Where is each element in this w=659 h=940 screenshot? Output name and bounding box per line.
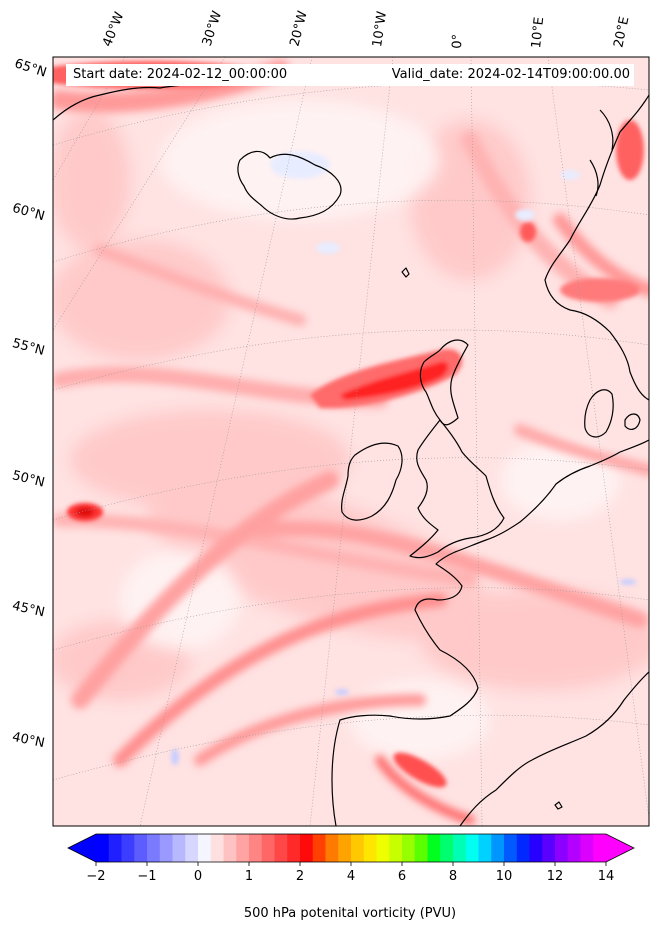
colorbar-segment: [440, 834, 454, 862]
colorbar-segment: [198, 834, 212, 862]
colorbar-tick-label: −1: [137, 869, 157, 884]
colorbar-segment: [529, 834, 543, 862]
colorbar-segment: [351, 834, 365, 862]
info-box: Start date: 2024-02-12_00:00:00 Valid_da…: [66, 64, 634, 86]
colorbar-title: 500 hPa potenital vorticity (PVU): [243, 906, 457, 921]
colorbar-segment: [287, 834, 301, 862]
colorbar-tick-label: 14: [597, 869, 615, 884]
colorbar-segment: [465, 834, 480, 862]
colorbar-segment: [593, 834, 607, 862]
colorbar-segment: [236, 834, 250, 862]
colorbar-tick-label: 2: [295, 869, 305, 884]
colorbar-segment: [223, 834, 237, 862]
gridlines: [53, 57, 649, 826]
colorbar-segment: [504, 834, 518, 862]
colorbar-extend-max: [606, 834, 634, 862]
colorbar-segment: [261, 834, 276, 862]
colorbar-segment: [185, 834, 199, 862]
colorbar-segment: [376, 834, 390, 862]
colorbar-segment: [414, 834, 429, 862]
colorbar-tick-label: 1: [244, 869, 254, 884]
colorbar-segment: [402, 834, 416, 862]
valid-date-label: Valid_date: 2024-02-14T09:00:00.00: [391, 67, 630, 82]
colorbar-segment: [108, 834, 123, 862]
colorbar-segment: [580, 834, 594, 862]
colorbar: [67, 833, 635, 866]
colorbar-segment: [249, 834, 263, 862]
colorbar-tick-label: 12: [546, 869, 564, 884]
colorbar-segment: [121, 834, 135, 862]
colorbar-segment: [159, 834, 174, 862]
colorbar-tick-label: 4: [346, 869, 356, 884]
colorbar-tick-label: 6: [397, 869, 407, 884]
colorbar-segment: [147, 834, 161, 862]
colorbar-segment: [172, 834, 186, 862]
start-date-label: Start date: 2024-02-12_00:00:00: [73, 67, 288, 82]
colorbar-segment: [274, 834, 288, 862]
colorbar-segment: [210, 834, 225, 862]
colorbar-tick-label: 10: [495, 869, 513, 884]
colorbar-segment: [516, 834, 531, 862]
colorbar-segment: [300, 834, 314, 862]
colorbar-segment: [542, 834, 556, 862]
colorbar-segment: [555, 834, 569, 862]
colorbar-segment: [478, 834, 492, 862]
colorbar-segment: [427, 834, 441, 862]
colorbar-segment: [312, 834, 327, 862]
pv-field: [53, 57, 649, 826]
colorbar-segment: [453, 834, 467, 862]
colorbar-segment: [96, 834, 110, 862]
colorbar-segment: [338, 834, 352, 862]
colorbar-segment: [325, 834, 339, 862]
colorbar-segment: [363, 834, 378, 862]
lon-label-0: 0°: [450, 33, 466, 49]
colorbar-tick-label: −2: [86, 869, 106, 884]
colorbar-tick-label: 8: [448, 869, 458, 884]
colorbar-segment: [491, 834, 505, 862]
colorbar-segment: [389, 834, 403, 862]
colorbar-segment: [567, 834, 582, 862]
colorbar-segment: [134, 834, 148, 862]
colorbar-tick-label: 0: [193, 869, 203, 884]
map-frame: [52, 56, 650, 827]
colorbar-extend-min: [68, 834, 96, 862]
